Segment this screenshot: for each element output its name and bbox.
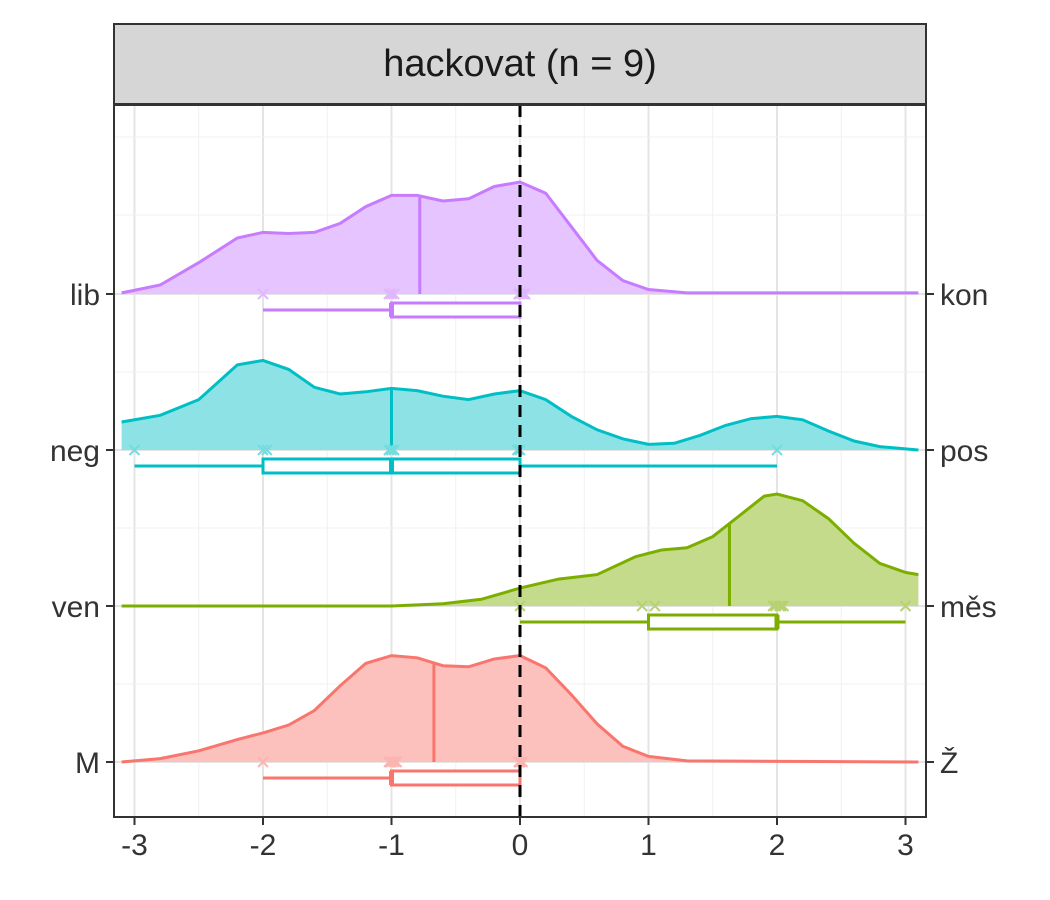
data-point	[257, 288, 269, 300]
ridge-lib	[121, 180, 919, 319]
data-point	[649, 600, 661, 612]
density-area	[121, 494, 919, 606]
y-tick-label-left: ven	[52, 591, 100, 624]
y-tick-label-right: pos	[940, 435, 988, 468]
density-area	[121, 182, 919, 294]
x-tick-label: 1	[640, 829, 657, 862]
x-tick-label: 3	[897, 829, 914, 862]
data-point	[384, 756, 396, 768]
y-tick-label-right: Ž	[940, 747, 958, 780]
density-line	[121, 180, 919, 295]
data-point	[385, 288, 398, 300]
data-point	[388, 288, 400, 300]
data-point	[636, 600, 648, 612]
density-line	[121, 654, 919, 764]
data-point	[388, 756, 400, 768]
data-point	[777, 600, 790, 612]
y-tick-label-left: lib	[70, 279, 100, 312]
data-point	[773, 600, 786, 612]
data-point	[261, 444, 273, 456]
density-line	[121, 492, 919, 608]
y-tick-label-right: kon	[940, 279, 988, 312]
x-tick-label: -1	[378, 829, 405, 862]
x-tick-label: -2	[250, 829, 277, 862]
box-iqr	[390, 769, 522, 787]
x-tick-label: 2	[769, 829, 786, 862]
data-point	[257, 756, 269, 768]
data-point	[513, 756, 525, 768]
ridge-ven	[121, 492, 919, 631]
y-tick-label-right: měs	[940, 591, 997, 624]
data-point	[385, 444, 398, 456]
strip-background	[113, 23, 927, 105]
axes: -3 -2 -1 0 1 2 3 lib kon neg pos ven měs M Ž	[50, 279, 997, 862]
y-tick-label-left: M	[75, 747, 100, 780]
data-point	[383, 288, 395, 300]
x-tick-label: -3	[121, 829, 148, 862]
data-point	[128, 444, 141, 456]
box-iqr	[647, 613, 779, 631]
y-tick-label-left: neg	[50, 435, 100, 468]
data-point	[388, 444, 400, 456]
data-point	[899, 600, 912, 612]
box-iqr	[390, 301, 522, 319]
data-point	[257, 444, 269, 456]
density-line	[121, 358, 919, 452]
chart-title: hackovat (n = 9)	[383, 43, 657, 85]
data-point	[383, 444, 395, 456]
x-tick-label: 0	[512, 829, 529, 862]
data-point	[771, 444, 783, 456]
